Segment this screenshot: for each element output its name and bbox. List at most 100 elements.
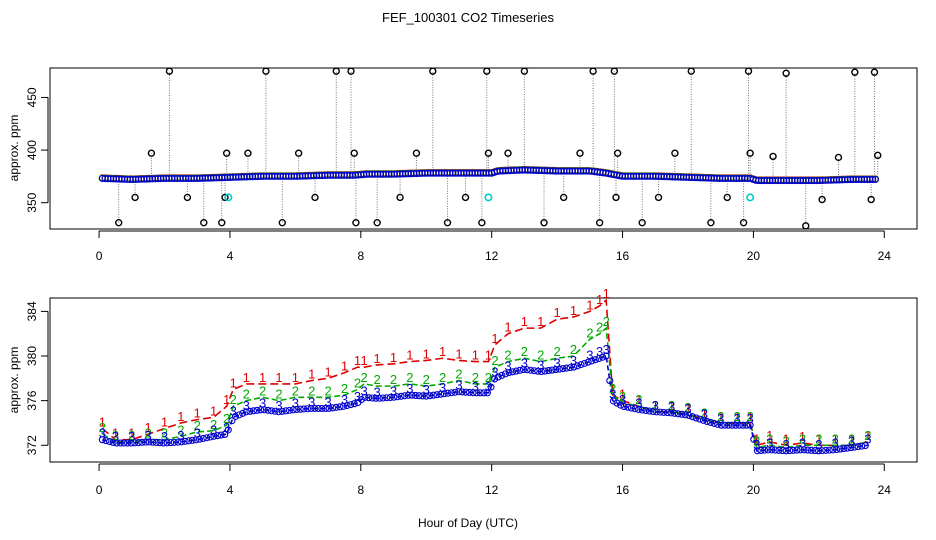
series-3-label: 3: [439, 380, 446, 395]
series-3-point: [822, 446, 830, 454]
series-2-label: 2: [596, 320, 603, 335]
series-3-point: [152, 438, 160, 447]
bottom-y-tick-label: 372: [25, 435, 39, 455]
bottom-panel: approx. ppm Hour of Day (UTC) 0 4 8 12 16 20 2…: [7, 286, 918, 530]
spike-point: [350, 149, 358, 157]
series-3-point: [260, 406, 268, 414]
series-1-label: 1: [733, 409, 740, 424]
series-2-label: 2: [210, 417, 217, 432]
series-3-point: [357, 395, 366, 404]
spike-point: [484, 149, 493, 157]
series-3-point: [714, 420, 722, 428]
series-3-point: [649, 407, 657, 416]
series-3-point: [850, 443, 859, 451]
series-3-label: 3: [864, 431, 871, 446]
series-3-point: [566, 364, 574, 372]
series-3-label: 3: [341, 392, 348, 407]
series-3-label: 3: [161, 429, 168, 444]
series-3-point: [170, 438, 178, 446]
series-3-point: [696, 415, 704, 423]
series-3-label: 3: [596, 344, 603, 359]
series-3-point: [717, 421, 725, 429]
series-3-point: [699, 416, 707, 424]
x-axis-label: Hour of Day (UTC): [418, 516, 518, 530]
series-3-point: [653, 408, 661, 416]
series-3-point: [318, 404, 326, 412]
series-2-label: 2: [799, 431, 806, 446]
spike-point: [218, 218, 226, 227]
series-3-label: 3: [570, 353, 577, 368]
spike-point: [867, 195, 875, 204]
series-3-point: [548, 366, 556, 374]
series-2-label: 2: [832, 431, 839, 446]
bottom-y-tick-label: 380: [25, 346, 39, 366]
series-2-label: 2: [128, 428, 135, 443]
series-3-label: 3: [275, 398, 282, 413]
series-3-point: [415, 392, 423, 400]
series-3-label: 3: [324, 394, 331, 409]
series-3-point: [599, 353, 607, 361]
series-3-point: [447, 389, 455, 397]
series-1-label: 1: [341, 359, 348, 374]
series-3-point: [832, 445, 841, 454]
series-3-point: [861, 442, 869, 450]
series-2-label: 2: [684, 400, 691, 415]
series-2-label: 2: [504, 348, 511, 363]
spike-point: [278, 218, 286, 227]
series-3-point: [725, 421, 733, 429]
series-3-point: [764, 446, 772, 454]
series-3-point: [638, 406, 646, 414]
series-3-point: [224, 426, 232, 434]
series-3-point: [721, 421, 729, 429]
series-2-label: 2: [753, 433, 760, 448]
series-3-point: [127, 439, 135, 447]
series-1-label: 1: [815, 431, 822, 446]
series-3-point: [228, 417, 236, 425]
series-3-point: [267, 407, 276, 415]
spike-point: [131, 193, 139, 202]
series-3-point: [444, 389, 452, 397]
series-3-point: [458, 388, 466, 396]
series-3-point: [843, 444, 851, 452]
cyan-point: [224, 193, 233, 202]
spike-point: [723, 193, 731, 202]
series-1-label: 1: [292, 370, 299, 385]
series-3-point: [311, 404, 319, 412]
series-3-point: [473, 389, 481, 397]
series-3-point: [786, 447, 794, 455]
top-x-tick-label: 12: [485, 249, 499, 263]
series-3-point: [271, 407, 279, 415]
series-1-label: 1: [521, 314, 528, 329]
top-y-tick-label: 450: [25, 87, 39, 107]
series-3-label: 3: [619, 392, 626, 407]
series-3-label: 3: [783, 437, 790, 452]
spike-point: [613, 149, 622, 157]
series-3-point: [559, 365, 567, 373]
series-3-point: [253, 406, 261, 414]
series-3-point: [584, 358, 592, 366]
series-3-point: [667, 409, 675, 417]
series-1-label: 1: [504, 320, 511, 335]
series-1-label: 1: [210, 403, 217, 418]
series-2-label: 2: [145, 426, 152, 441]
series-3-label: 3: [635, 396, 642, 411]
series-2-label: 2: [341, 381, 348, 396]
series-3-point: [800, 446, 808, 454]
top-y-axis-label: approx. ppm: [7, 115, 21, 182]
series-3-point: [692, 414, 700, 422]
series-1-label: 1: [177, 409, 184, 424]
series-3-point: [739, 421, 747, 429]
series-3-point: [401, 392, 409, 400]
series-3-label: 3: [717, 411, 724, 426]
series-2-label: 2: [570, 342, 577, 357]
series-3-point: [159, 439, 168, 447]
series-3-point: [347, 401, 355, 409]
series-3-point: [411, 391, 419, 399]
series-3-point: [627, 404, 635, 412]
series-3-point: [771, 446, 779, 454]
series-3-point: [735, 421, 743, 429]
series-3-point: [678, 410, 686, 418]
series-3-label: 3: [766, 436, 773, 451]
series-3-label: 3: [354, 389, 361, 404]
